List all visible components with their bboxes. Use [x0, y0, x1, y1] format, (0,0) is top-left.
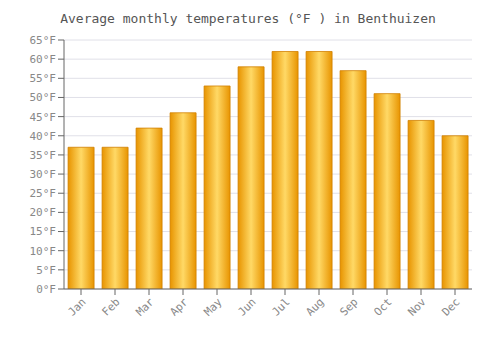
svg-text:Oct: Oct [371, 295, 394, 318]
svg-text:55°F: 55°F [30, 72, 57, 85]
html-text:Average monthly temperatures (: Average monthly temperatures (°F ) in Be… [60, 11, 436, 26]
svg-text:25°F: 25°F [30, 187, 57, 200]
svg-text:15°F: 15°F [30, 225, 57, 238]
svg-text:Sep: Sep [337, 295, 360, 318]
svg-text:Mar: Mar [133, 295, 157, 319]
svg-text:May: May [201, 295, 225, 319]
svg-text:30°F: 30°F [30, 168, 57, 181]
svg-text:Jan: Jan [65, 295, 88, 318]
svg-text:5°F: 5°F [36, 264, 56, 277]
svg-text:10°F: 10°F [30, 245, 57, 258]
svg-text:60°F: 60°F [30, 53, 57, 66]
svg-text:Dec: Dec [439, 295, 462, 318]
svg-text:Nov: Nov [405, 295, 429, 319]
svg-text:Apr: Apr [167, 295, 191, 319]
svg-text:45°F: 45°F [30, 111, 57, 124]
svg-text:Jun: Jun [235, 295, 258, 318]
svg-text:50°F: 50°F [30, 91, 57, 104]
svg-text:20°F: 20°F [30, 206, 57, 219]
svg-text:65°F: 65°F [30, 34, 57, 47]
svg-text:0°F: 0°F [36, 283, 56, 296]
svg-text:35°F: 35°F [30, 149, 57, 162]
svg-text:Feb: Feb [99, 295, 122, 318]
svg-text:40°F: 40°F [30, 130, 57, 143]
svg-text:Aug: Aug [303, 295, 326, 318]
svg-text:Jul: Jul [269, 295, 292, 318]
